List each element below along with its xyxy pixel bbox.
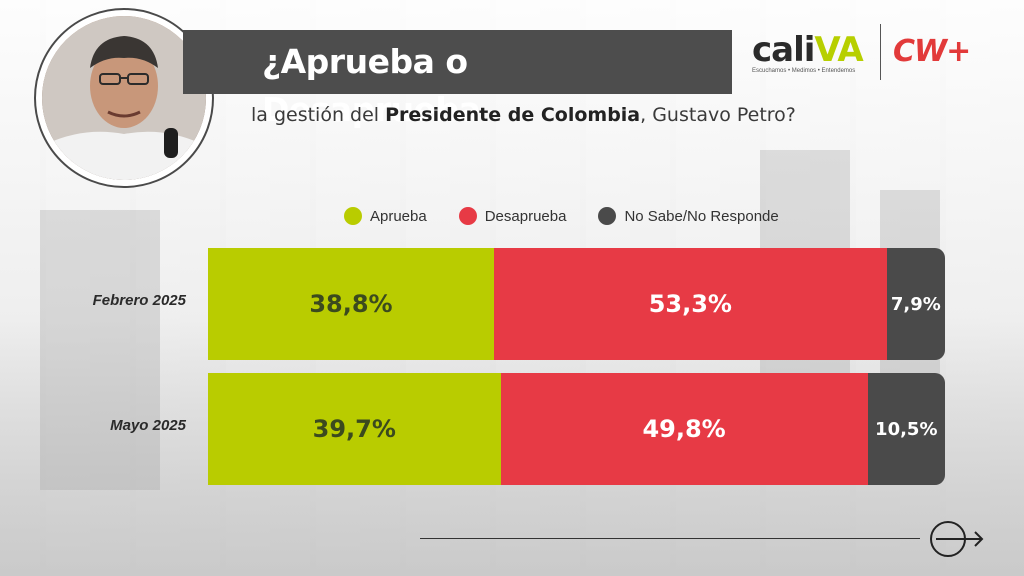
legend-dot-apr xyxy=(344,207,362,225)
legend-label-apr: Aprueba xyxy=(370,207,427,225)
data-label: 49,8% xyxy=(642,415,726,443)
caliva-logo: caliVA Escuchamos • Medimos • Entendemos xyxy=(752,30,870,80)
data-label: 7,9% xyxy=(890,293,941,315)
arrow-right-circle-icon xyxy=(930,521,984,557)
legend-label-des: Desaprueba xyxy=(484,207,567,225)
bar-segment-apr: 38,8% xyxy=(208,248,494,360)
portrait-illustration xyxy=(42,16,206,180)
caliva-wordmark: caliVA xyxy=(752,30,870,70)
data-label: 38,8% xyxy=(309,290,393,318)
bottom-divider xyxy=(420,538,920,539)
legend-dot-ns xyxy=(598,207,617,225)
caliva-word-a: cali xyxy=(752,30,815,70)
page-subtitle: la gestión del Presidente de Colombia, G… xyxy=(251,101,796,129)
legend-dot-des xyxy=(458,207,477,225)
title-bar xyxy=(183,30,732,94)
legend-item-des: Desaprueba xyxy=(458,205,567,227)
caliva-tagline: Escuchamos • Medimos • Entendemos xyxy=(752,68,856,74)
row-label: Febrero 2025 xyxy=(92,292,186,309)
subtitle-pre: la gestión del xyxy=(251,104,386,126)
subtitle-post: , Gustavo Petro? xyxy=(640,104,796,126)
bar-segment-ns: 10,5% xyxy=(867,373,945,485)
stacked-bar: 38,8% 53,3% 7,9% xyxy=(208,248,945,360)
background-building xyxy=(40,210,160,490)
bar-segment-des: 53,3% xyxy=(493,248,887,360)
cw-logo: CW+ xyxy=(893,34,971,69)
chart-legend: Aprueba Desaprueba No Sabe/No Responde xyxy=(344,205,779,227)
row-label: Mayo 2025 xyxy=(110,417,186,434)
bar-segment-des: 49,8% xyxy=(500,373,868,485)
data-label: 39,7% xyxy=(312,415,396,443)
data-label: 53,3% xyxy=(648,290,732,318)
logo-divider xyxy=(880,24,881,80)
bar-segment-ns: 7,9% xyxy=(886,248,945,360)
next-button[interactable] xyxy=(928,518,988,560)
data-label: 10,5% xyxy=(875,418,938,440)
legend-label-ns: No Sabe/No Responde xyxy=(624,207,779,225)
caliva-word-b: VA xyxy=(814,30,863,70)
page-title: ¿Aprueba o Desaprueba xyxy=(262,42,481,129)
bar-segment-apr: 39,7% xyxy=(208,373,501,485)
subtitle-bold: Presidente de Colombia xyxy=(385,104,641,126)
legend-item-apr: Aprueba xyxy=(344,205,427,227)
portrait-photo xyxy=(42,16,206,180)
stacked-bar: 39,7% 49,8% 10,5% xyxy=(208,373,945,485)
legend-item-ns: No Sabe/No Responde xyxy=(598,205,779,227)
